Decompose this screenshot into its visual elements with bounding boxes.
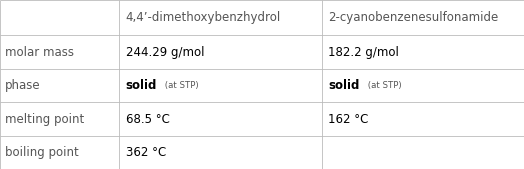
Text: solid: solid <box>328 79 359 92</box>
Text: phase: phase <box>5 79 41 92</box>
Text: 362 °C: 362 °C <box>126 146 166 159</box>
Text: molar mass: molar mass <box>5 46 74 59</box>
Text: 182.2 g/mol: 182.2 g/mol <box>328 46 399 59</box>
Text: (at STP): (at STP) <box>365 81 401 90</box>
Text: 68.5 °C: 68.5 °C <box>126 113 170 126</box>
Text: 4,4’-dimethoxybenzhydrol: 4,4’-dimethoxybenzhydrol <box>126 11 281 24</box>
Text: solid: solid <box>126 79 157 92</box>
Text: 2-cyanobenzenesulfonamide: 2-cyanobenzenesulfonamide <box>328 11 498 24</box>
Text: (at STP): (at STP) <box>162 81 199 90</box>
Text: melting point: melting point <box>5 113 84 126</box>
Text: 244.29 g/mol: 244.29 g/mol <box>126 46 204 59</box>
Text: boiling point: boiling point <box>5 146 79 159</box>
Text: 162 °C: 162 °C <box>328 113 368 126</box>
